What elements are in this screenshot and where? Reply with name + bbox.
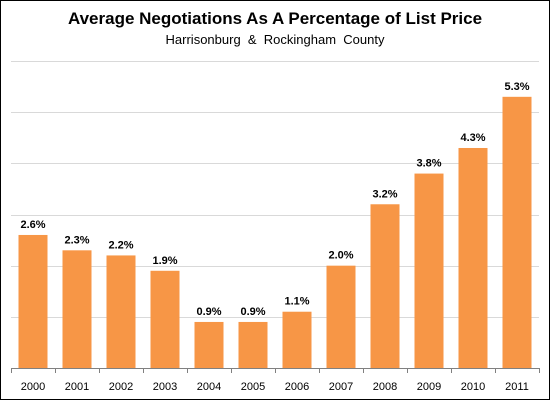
chart-title: Average Negotiations As A Percentage of … <box>67 9 483 28</box>
x-tick-label-2003: 2003 <box>153 381 177 393</box>
x-tick-label-2005: 2005 <box>241 381 265 393</box>
data-label-2007: 2.0% <box>328 250 353 262</box>
data-label-2006: 1.1% <box>284 296 309 308</box>
data-label-2004: 0.9% <box>196 306 221 318</box>
x-tick-label-2009: 2009 <box>417 381 441 393</box>
bar-2000 <box>18 234 48 368</box>
data-label-2008: 3.2% <box>372 188 397 200</box>
data-label-2000: 2.6% <box>20 219 45 231</box>
bar-2004 <box>194 321 224 368</box>
data-label-2001: 2.3% <box>64 234 89 246</box>
x-tick-label-2007: 2007 <box>329 381 353 393</box>
chart-subtitle: Harrisonburg & Rockingham County <box>165 32 385 47</box>
bars <box>18 96 532 369</box>
data-label-2009: 3.8% <box>416 158 441 170</box>
bar-2010 <box>458 147 488 368</box>
bar-2002 <box>106 255 136 368</box>
x-tick-label-2008: 2008 <box>373 381 397 393</box>
x-tick-label-2011: 2011 <box>505 381 529 393</box>
bar-2006 <box>282 311 312 368</box>
data-label-2003: 1.9% <box>152 255 177 267</box>
data-label-2011: 5.3% <box>504 81 529 93</box>
x-tick-label-2006: 2006 <box>285 381 309 393</box>
bar-2009 <box>414 173 444 368</box>
x-tick-label-2000: 2000 <box>21 381 45 393</box>
bar-2011 <box>502 96 532 369</box>
bar-2005 <box>238 321 268 368</box>
x-axis: 2000 2001 2002 2003 2004 2005 2006 2007 2008 2009… <box>11 368 540 393</box>
x-tick-label-2010: 2010 <box>461 381 485 393</box>
data-label-2002: 2.2% <box>108 239 133 251</box>
bar-2008 <box>370 204 400 368</box>
gridlines <box>11 61 539 318</box>
data-label-2010: 4.3% <box>460 132 485 144</box>
data-labels: 2.6% 2.3% 2.2% 1.9% 0.9% 0.9% 1.1% 2.0% 3.2% 3.8%… <box>20 81 529 318</box>
data-label-2005: 0.9% <box>240 306 265 318</box>
x-tick-label-2002: 2002 <box>109 381 133 393</box>
bar-2003 <box>150 270 180 368</box>
x-tick-label-2001: 2001 <box>65 381 89 393</box>
bar-2001 <box>62 250 92 368</box>
bar-2007 <box>326 265 356 368</box>
x-tick-label-2004: 2004 <box>197 381 221 393</box>
